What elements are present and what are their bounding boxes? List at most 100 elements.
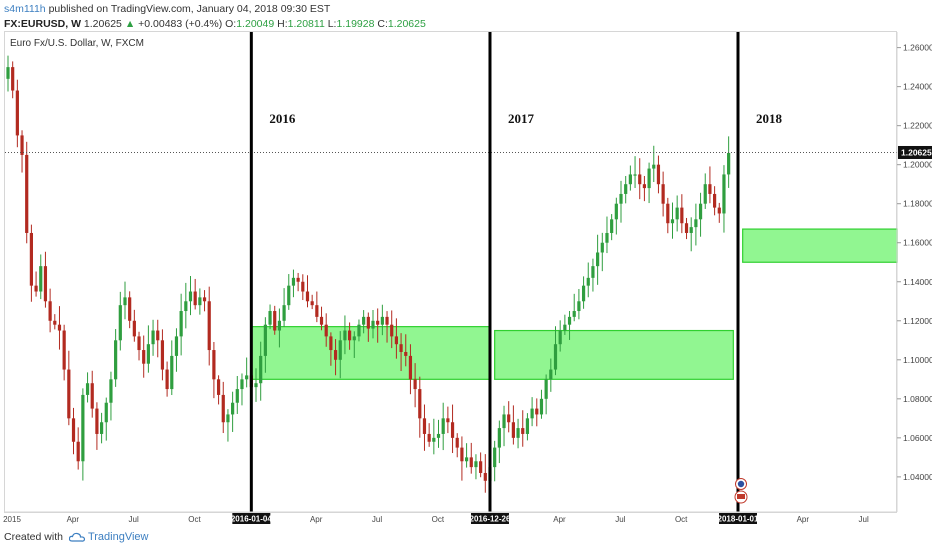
high-value: 1.20811: [287, 18, 325, 30]
candle-up: [577, 301, 581, 312]
x-tick-label: Oct: [432, 515, 445, 524]
candle-up: [628, 174, 632, 185]
candle-down: [71, 418, 76, 442]
candle-up: [282, 305, 286, 321]
candle-down: [479, 461, 483, 473]
candle-up: [184, 301, 188, 312]
candle-up: [109, 379, 113, 403]
candle-up: [605, 232, 609, 243]
candle-up: [352, 336, 356, 341]
candle-up: [558, 330, 562, 345]
event-flag-icon: [737, 480, 745, 488]
candle-down: [216, 379, 221, 395]
candle-up: [118, 305, 122, 341]
x-tick-label: 2015: [3, 515, 21, 524]
x-tick-label: Apr: [797, 515, 810, 524]
candle-down: [348, 330, 352, 341]
candle-up: [544, 379, 548, 399]
event-flag-icon: [737, 494, 745, 499]
candle-up: [343, 330, 347, 341]
candle-down: [315, 305, 319, 317]
candle-down: [137, 336, 141, 351]
candle-down: [142, 350, 146, 364]
candle-down: [202, 297, 207, 302]
candle-up: [572, 311, 576, 317]
candle-down: [43, 266, 48, 302]
created-with-label: Created with: [4, 531, 63, 543]
candle-up: [338, 340, 342, 360]
close-value: 1.20625: [387, 18, 426, 30]
candle-up: [362, 316, 366, 325]
candle-up: [614, 203, 618, 220]
candle-up: [703, 184, 707, 204]
y-tick-label: 1.18000: [903, 199, 932, 209]
x-tick-label: 2018-01-01: [718, 515, 759, 524]
x-tick-label: Jul: [615, 515, 625, 524]
high-label: H:: [277, 18, 288, 30]
candle-down: [29, 232, 33, 286]
candle-up: [586, 277, 590, 286]
y-tick-label: 1.14000: [903, 277, 932, 287]
candle-down: [57, 324, 62, 331]
up-arrow-icon: ▲: [124, 18, 136, 30]
candle-up: [567, 316, 572, 325]
candle-up: [6, 67, 10, 79]
candle-down: [156, 330, 160, 341]
candle-down: [310, 301, 314, 306]
last-price: 1.20625: [83, 18, 122, 30]
x-tick-label: 2016-12-26: [470, 515, 511, 524]
zone-box: [494, 329, 734, 380]
candle-down: [67, 369, 71, 419]
candle-down: [413, 379, 417, 390]
candle-down: [20, 135, 24, 155]
candle-down: [53, 320, 57, 325]
candle-up: [85, 383, 90, 395]
candle-down: [680, 207, 684, 224]
candle-up: [114, 340, 118, 380]
candle-down: [273, 311, 277, 331]
candle-down: [207, 301, 211, 351]
candle-up: [151, 330, 155, 345]
candle-down: [193, 291, 197, 306]
candle-up: [436, 433, 441, 438]
author-link[interactable]: s4m111h: [4, 3, 46, 15]
candle-up: [698, 203, 703, 220]
candle-up: [240, 379, 244, 390]
candle-down: [394, 336, 398, 345]
candle-up: [581, 285, 586, 302]
candle-down: [376, 320, 380, 325]
symbol-label[interactable]: FX:EURUSD, W: [4, 18, 81, 30]
candle-down: [15, 90, 19, 136]
candle-down: [76, 441, 80, 462]
candle-up: [633, 174, 637, 176]
publish-info: published on TradingView.com, January 04…: [48, 3, 331, 15]
candle-up: [464, 457, 469, 462]
candle-up: [497, 428, 501, 448]
x-tick-label: Apr: [310, 515, 323, 524]
candle-up: [530, 408, 534, 419]
candle-down: [305, 291, 310, 302]
chart-header: s4m111h published on TradingView.com, Ja…: [4, 3, 426, 31]
candle-up: [539, 398, 544, 415]
candle-up: [198, 297, 202, 306]
y-tick-label: 1.08000: [903, 394, 932, 404]
candle-down: [642, 184, 647, 189]
candle-down: [422, 418, 427, 434]
candle-up: [104, 402, 108, 423]
x-tick-label: Oct: [675, 515, 688, 524]
x-tick-highlight-box: [470, 513, 509, 524]
x-tick-label: Oct: [188, 515, 201, 524]
candle-down: [62, 330, 66, 370]
x-tick-label: Jul: [129, 515, 139, 524]
candle-down: [535, 408, 539, 415]
candle-up: [591, 266, 595, 278]
candle-down: [717, 207, 721, 214]
candle-up: [474, 461, 478, 468]
y-tick-label: 1.20000: [903, 160, 932, 170]
y-tick-label: 1.06000: [903, 433, 932, 443]
x-tick-label: Jul: [372, 515, 382, 524]
x-tick-highlight-box: [719, 513, 757, 524]
candle-down: [324, 324, 328, 337]
tradingview-logo[interactable]: TradingView: [68, 531, 149, 543]
